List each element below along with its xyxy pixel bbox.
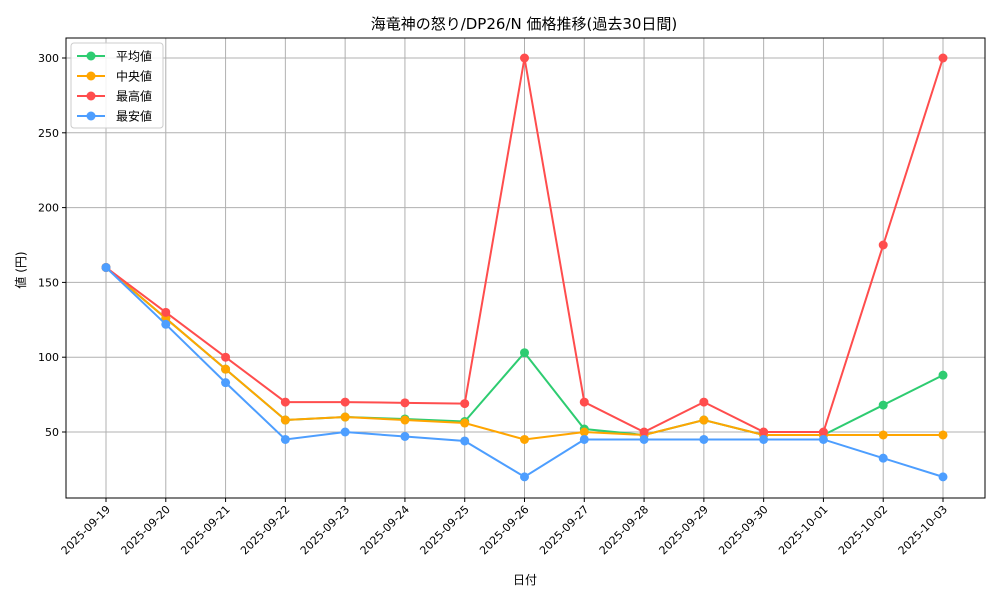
- y-tick-label: 100: [38, 351, 59, 364]
- data-point: [938, 370, 948, 380]
- data-point: [699, 434, 709, 444]
- data-point: [221, 364, 231, 374]
- x-tick-label: 2025-09-23: [298, 503, 352, 557]
- data-point: [221, 378, 231, 388]
- x-tick-label: 2025-10-03: [896, 503, 950, 557]
- data-point: [699, 397, 709, 407]
- x-tick-label: 2025-09-22: [238, 503, 292, 557]
- data-point: [878, 453, 888, 463]
- data-point: [699, 415, 709, 425]
- series-lines: [101, 53, 948, 482]
- legend-entry: 最高値: [77, 89, 152, 104]
- data-point: [520, 348, 529, 358]
- x-tick-label: 2025-09-25: [417, 503, 471, 557]
- data-point: [400, 431, 410, 441]
- y-tick-label: 200: [38, 202, 59, 215]
- data-point: [340, 397, 350, 407]
- x-tick-label: 2025-09-19: [59, 503, 113, 557]
- data-point: [520, 53, 529, 63]
- legend-label: 最高値: [116, 89, 152, 104]
- series-2: [101, 53, 948, 437]
- data-point: [579, 427, 589, 437]
- data-point: [878, 240, 888, 250]
- x-tick-label: 2025-10-01: [776, 503, 830, 557]
- legend-label: 最安値: [116, 109, 152, 124]
- data-point: [639, 434, 649, 444]
- data-point: [280, 434, 290, 444]
- x-tick-label: 2025-09-24: [358, 503, 412, 557]
- x-tick-label: 2025-10-02: [836, 503, 890, 557]
- legend-marker: [86, 91, 96, 101]
- x-tick-label: 2025-09-27: [537, 503, 591, 557]
- legend-marker: [86, 71, 96, 81]
- legend-label: 平均値: [116, 49, 152, 64]
- data-point: [639, 427, 649, 437]
- data-point: [520, 472, 529, 482]
- plot-frame: [65, 37, 986, 499]
- data-point: [400, 415, 410, 425]
- data-point: [460, 436, 470, 446]
- grid: [66, 38, 985, 498]
- data-point: [818, 434, 828, 444]
- data-point: [938, 53, 948, 63]
- legend-label: 中央値: [116, 69, 152, 84]
- x-axis-ticks: 2025-09-19 2025-09-20 2025-09-21 2025-09-22…: [59, 498, 950, 557]
- legend-box: [70, 42, 164, 129]
- data-point: [280, 397, 290, 407]
- data-point: [280, 415, 290, 425]
- y-tick-label: 50: [45, 426, 59, 439]
- y-axis-label: 値 (円): [13, 251, 28, 288]
- data-point: [938, 430, 948, 440]
- y-tick-label: 250: [38, 127, 59, 140]
- y-tick-label: 150: [38, 276, 59, 289]
- legend-entry: 中央値: [77, 69, 152, 84]
- data-point: [579, 397, 589, 407]
- data-point: [759, 427, 769, 437]
- data-point: [221, 352, 231, 362]
- data-point: [161, 307, 171, 317]
- y-axis-ticks: 50 100 150 200 250 300: [38, 52, 66, 439]
- y-tick-label: 300: [38, 52, 59, 65]
- data-point: [460, 399, 470, 409]
- x-tick-label: 2025-09-20: [119, 503, 173, 557]
- x-tick-label: 2025-09-29: [657, 503, 711, 557]
- data-point: [878, 430, 888, 440]
- data-point: [759, 434, 769, 444]
- legend-entry: 最安値: [77, 109, 152, 124]
- series-3: [101, 262, 948, 482]
- data-point: [161, 319, 171, 329]
- x-tick-label: 2025-09-28: [597, 503, 651, 557]
- data-point: [520, 434, 529, 444]
- data-point: [878, 400, 888, 410]
- chart-title: 海竜神の怒り/DP26/N 価格推移(過去30日間): [371, 15, 678, 33]
- data-point: [938, 472, 948, 482]
- x-tick-label: 2025-09-21: [178, 503, 232, 557]
- data-point: [818, 427, 828, 437]
- legend-marker: [86, 111, 96, 121]
- legend-marker: [86, 51, 96, 61]
- data-point: [101, 262, 111, 272]
- data-point: [460, 418, 470, 428]
- data-point: [340, 427, 350, 437]
- legend-entry: 平均値: [77, 49, 152, 64]
- data-point: [340, 412, 350, 422]
- data-point: [400, 398, 410, 408]
- x-tick-label: 2025-09-26: [477, 503, 531, 557]
- data-point: [579, 434, 589, 444]
- x-axis-label: 日付: [513, 573, 537, 587]
- x-tick-label: 2025-09-30: [716, 503, 770, 557]
